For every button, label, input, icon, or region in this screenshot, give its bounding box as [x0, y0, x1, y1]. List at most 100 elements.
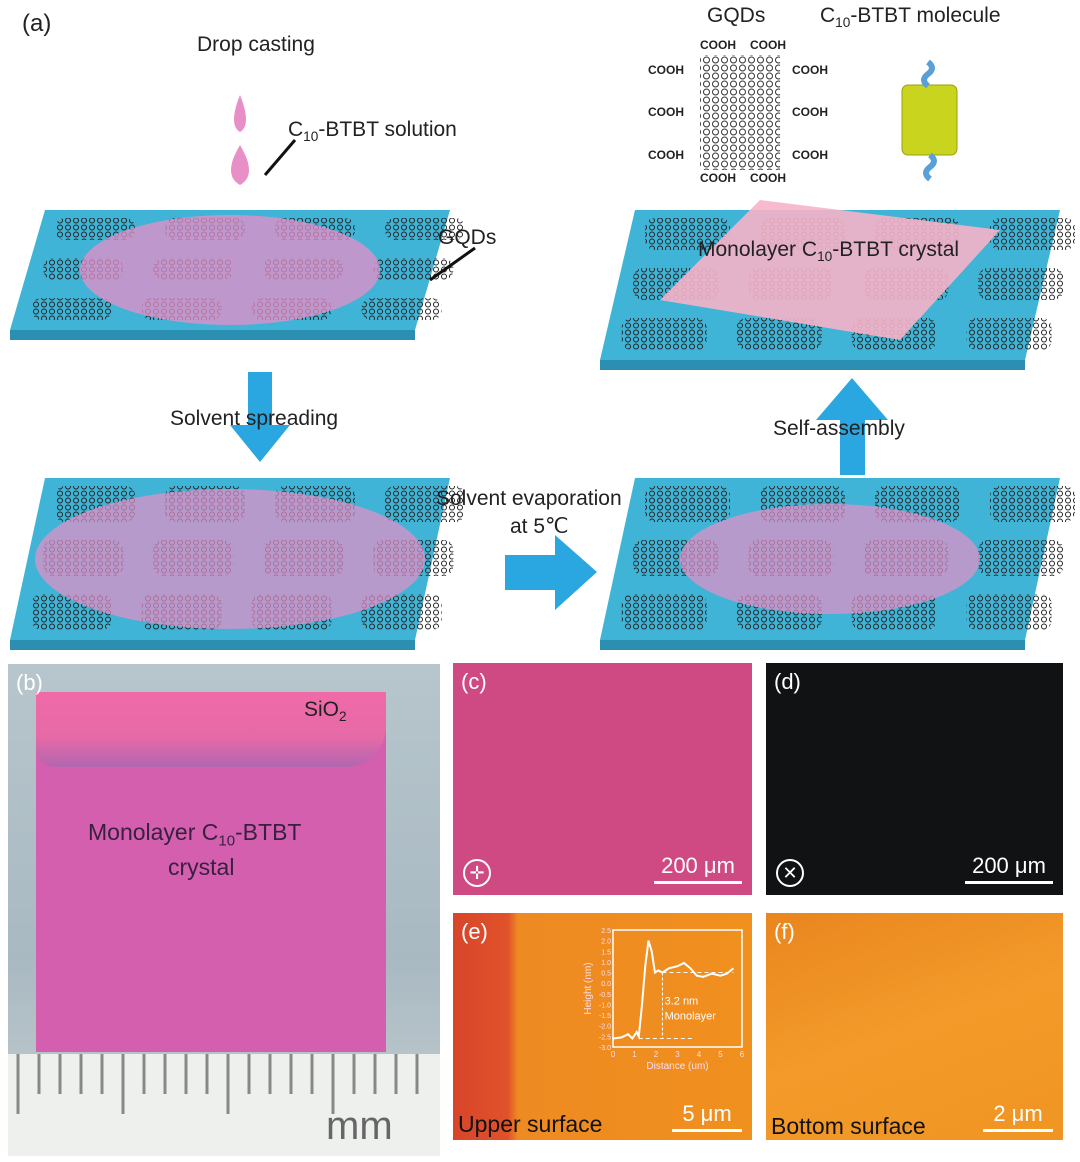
y-axis-label: Height (nm): [583, 962, 594, 1014]
panel-label-b: (b): [16, 670, 43, 695]
gqd-flake: [736, 318, 822, 350]
x-tick-label: 2: [654, 1050, 659, 1059]
micrograph-panel-c: (c) ✛ 200 μm: [453, 663, 752, 895]
gqd-flake: [55, 218, 135, 240]
monolayer-crystal-label: Monolayer C10-BTBT crystal: [698, 238, 960, 265]
cooh-right-3: COOH: [792, 148, 828, 162]
cooh-bottom-1: COOH: [700, 171, 736, 185]
gqd-flake: [645, 486, 730, 522]
gqd-structure: [700, 55, 780, 170]
y-tick-label: 0.5: [601, 971, 611, 978]
y-tick-label: 0.0: [601, 981, 611, 988]
drop-2: [231, 145, 249, 185]
gqd-flake: [966, 318, 1052, 350]
cooh-top-1: COOH: [700, 38, 736, 52]
molecule-icon: [901, 84, 958, 156]
panel-label-c: (c): [461, 669, 487, 694]
gqd-flake: [361, 594, 442, 630]
gqds-label: GQDs: [438, 226, 497, 249]
mm-unit: mm: [326, 1104, 393, 1148]
arrow-down: [230, 372, 290, 462]
panel-label-d: (d): [774, 669, 801, 694]
gqd-flake: [990, 486, 1075, 522]
gqd-flake: [990, 218, 1075, 250]
scale-bar-d: 200 μm: [965, 853, 1053, 884]
scale-bar-f: 2 μm: [983, 1101, 1053, 1132]
gqd-flake: [385, 218, 465, 240]
solution-film: [680, 504, 980, 614]
cooh-top-2: COOH: [750, 38, 786, 52]
schematic-panel-a: [10, 55, 1075, 650]
ruler: [8, 1054, 440, 1156]
self-assembly-label: Self-assembly: [773, 417, 905, 440]
y-tick-label: -2.0: [599, 1024, 611, 1031]
x-tick-label: 3: [675, 1050, 680, 1059]
monolayer-annotation: Monolayer: [665, 1010, 717, 1022]
cooh-left-3: COOH: [648, 148, 684, 162]
y-tick-label: -3.0: [599, 1045, 611, 1052]
legend-gqds: GQDs: [707, 4, 766, 27]
afm-panel-f: (f) Bottom surface 2 μm: [766, 913, 1063, 1140]
gqd-flake: [385, 486, 465, 522]
panel-label-f: (f): [774, 919, 795, 944]
y-tick-label: 1.0: [601, 960, 611, 967]
caption-f: Bottom surface: [771, 1113, 926, 1139]
x-tick-label: 1: [632, 1050, 637, 1059]
drop-1: [234, 95, 246, 132]
scale-bar-c: 200 μm: [654, 853, 742, 884]
solution-label: C10-BTBT solution: [288, 118, 457, 145]
x-tick-label: 5: [718, 1050, 723, 1059]
x-tick-label: 4: [697, 1050, 702, 1059]
gqd-flake: [621, 594, 707, 630]
afm-panel-e: (e) Upper surface 5 μm 0 1 2 3 4 5 6 2.5 2.0 1.5 1…: [453, 913, 752, 1140]
drop-casting-label: Drop casting: [197, 33, 315, 56]
cooh-left-2: COOH: [648, 105, 684, 119]
cooh-right-1: COOH: [792, 63, 828, 77]
solvent-spreading-label: Solvent spreading: [170, 407, 339, 430]
x-tick-label: 0: [611, 1050, 616, 1059]
y-tick-label: 1.5: [601, 949, 611, 956]
y-tick-label: 2.0: [601, 939, 611, 946]
gqd-flake: [978, 540, 1064, 576]
cooh-left-1: COOH: [648, 63, 684, 77]
profile-line: [612, 940, 735, 1041]
gqd-flake: [978, 268, 1064, 300]
gqd-flake: [373, 258, 454, 280]
gqd-flake: [621, 318, 707, 350]
caption-e: Upper surface: [458, 1111, 603, 1137]
gqd-flake: [645, 218, 730, 250]
y-tick-label: -2.5: [599, 1034, 611, 1041]
height-profile-inset: 0 1 2 3 4 5 6 2.5 2.0 1.5 1.0 0.5 0.0 -0.5 -1.0 -1.5 -2.…: [583, 928, 745, 1072]
solution-film: [35, 489, 425, 629]
photo-panel-b: (b) SiO2 Monolayer C10-BTBT crystal mm: [8, 664, 440, 1156]
arrow-up: [816, 378, 888, 475]
micrograph-panel-d: (d) ✕ 200 μm: [766, 663, 1063, 895]
cooh-bottom-2: COOH: [750, 171, 786, 185]
x-axis-label: Distance (um): [646, 1061, 708, 1072]
legend-molecule: C10-BTBT molecule: [820, 4, 1001, 31]
crossed-polarizers-icon: ✛: [463, 859, 491, 887]
sio2-label: SiO2: [304, 698, 347, 725]
gqd-flake: [31, 298, 112, 320]
crystal-label: Monolayer C10-BTBT: [88, 819, 302, 850]
y-tick-label: -1.0: [599, 1002, 611, 1009]
y-tick-label: 2.5: [601, 928, 611, 935]
y-tick-label: -1.5: [599, 1013, 611, 1020]
gqd-flake: [966, 594, 1052, 630]
solvent-evaporation-label: Solvent evaporation: [436, 487, 622, 510]
gqd-flake: [361, 298, 442, 320]
scale-bar-e: 5 μm: [672, 1101, 742, 1132]
solution-droplet: [80, 215, 380, 325]
arrow-right: [505, 535, 597, 610]
y-tick-label: -0.5: [599, 992, 611, 999]
crystal-label-2: crystal: [168, 854, 235, 880]
x-tick-label: 6: [740, 1050, 745, 1059]
panel-label-e: (e): [461, 919, 488, 944]
step-height-annotation: 3.2 nm: [665, 995, 699, 1007]
monolayer-crystal: [660, 200, 1000, 340]
temperature-label: at 5℃: [510, 515, 569, 538]
cooh-right-2: COOH: [792, 105, 828, 119]
rotated-polarizers-icon: ✕: [776, 859, 804, 887]
panel-label-a: (a): [22, 10, 52, 37]
